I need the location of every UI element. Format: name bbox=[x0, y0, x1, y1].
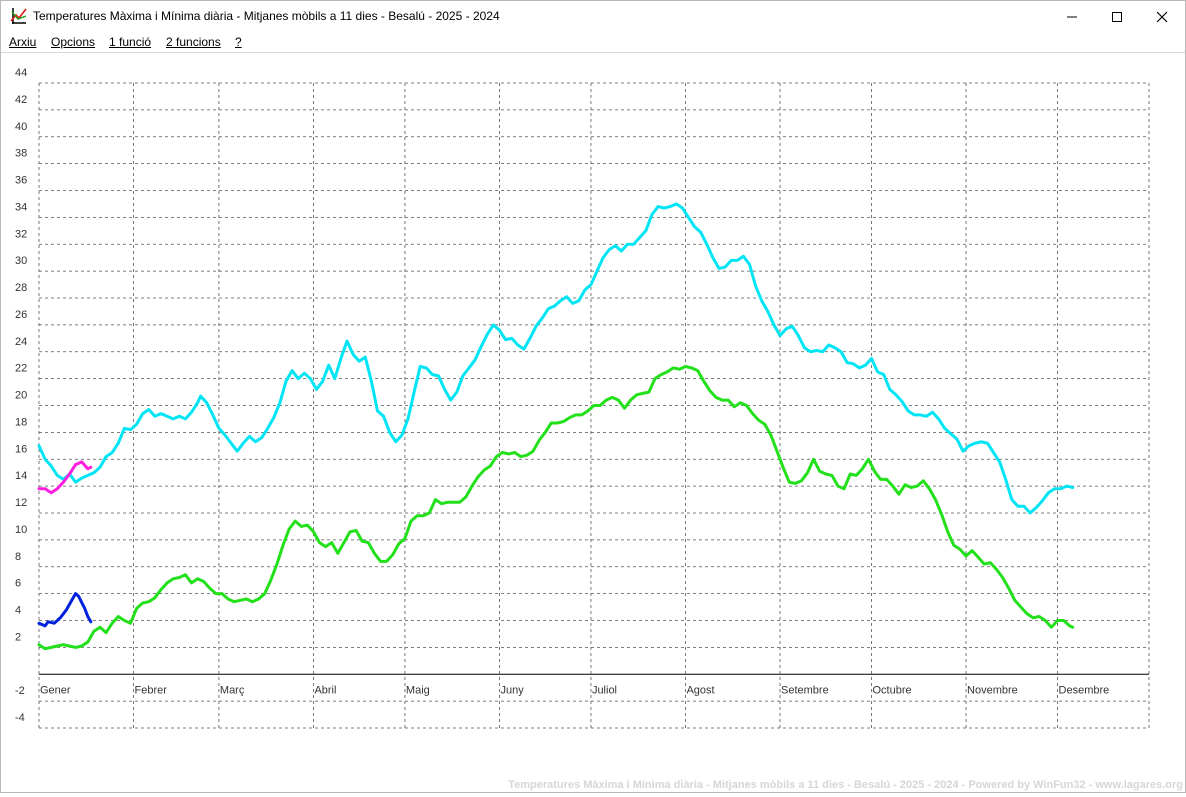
y-tick-label: 22 bbox=[15, 363, 27, 375]
x-tick-label: Novembre bbox=[967, 684, 1018, 696]
y-tick-label: 42 bbox=[15, 94, 27, 106]
footer-caption: Temperatures Màxima i Mínima diària - Mi… bbox=[508, 779, 1183, 791]
y-tick-label: 18 bbox=[15, 416, 27, 428]
y-tick-label: 8 bbox=[15, 551, 21, 563]
x-tick-label: Abril bbox=[314, 684, 336, 696]
close-button[interactable] bbox=[1139, 1, 1185, 32]
temperature-chart: 4442403836343230282624222018161412108642… bbox=[15, 67, 1150, 729]
menu-bar: Arxiu Opcions 1 funció 2 funcions ? bbox=[1, 32, 1185, 53]
menu-help[interactable]: ? bbox=[235, 35, 242, 49]
y-tick-label: 10 bbox=[15, 524, 27, 536]
x-tick-label: Octubre bbox=[873, 684, 912, 696]
y-tick-label: -4 bbox=[15, 712, 25, 724]
minimize-button[interactable] bbox=[1049, 1, 1095, 32]
x-tick-label: Desembre bbox=[1059, 684, 1110, 696]
x-tick-label: Febrer bbox=[135, 684, 168, 696]
y-tick-label: 30 bbox=[15, 255, 27, 267]
menu-1-funcio[interactable]: 1 funció bbox=[109, 35, 152, 49]
menu-arxiu[interactable]: Arxiu bbox=[9, 35, 37, 49]
y-tick-label: 14 bbox=[15, 470, 27, 482]
y-tick-label: 32 bbox=[15, 228, 27, 240]
x-tick-label: Maig bbox=[406, 684, 430, 696]
y-tick-label: 34 bbox=[15, 201, 27, 213]
maximize-icon bbox=[1112, 11, 1122, 22]
y-tick-label: 24 bbox=[15, 336, 27, 348]
y-tick-label: 12 bbox=[15, 497, 27, 509]
window-title: Temperatures Màxima i Mínima diària - Mi… bbox=[33, 9, 500, 23]
graph-icon bbox=[10, 8, 27, 24]
y-tick-label: 16 bbox=[15, 443, 27, 455]
series-line-3 bbox=[37, 592, 93, 628]
minimize-icon bbox=[1067, 16, 1077, 17]
y-tick-label: 38 bbox=[15, 148, 27, 160]
y-tick-label: 28 bbox=[15, 282, 27, 294]
y-tick-label: 4 bbox=[15, 605, 21, 617]
y-tick-label: 20 bbox=[15, 390, 27, 402]
x-tick-label: Juliol bbox=[592, 684, 617, 696]
menu-2-funcions[interactable]: 2 funcions bbox=[166, 35, 221, 49]
x-tick-label: Març bbox=[220, 684, 245, 696]
chart-area: 44 42 40 38 36 34 32 30 28 26 24 22 20 18 16 14 12 10 8 6 4 2… bbox=[1, 53, 1185, 792]
y-tick-label: 36 bbox=[15, 175, 27, 187]
close-icon bbox=[1156, 11, 1168, 22]
x-tick-label: Setembre bbox=[781, 684, 829, 696]
x-tick-label: Gener bbox=[40, 684, 71, 696]
y-tick-label: -2 bbox=[15, 685, 25, 697]
x-tick-label: Agost bbox=[686, 684, 714, 696]
y-tick-label: 2 bbox=[15, 631, 21, 643]
series-line-2 bbox=[37, 365, 1075, 651]
series-line-1 bbox=[37, 460, 93, 495]
y-tick-label: 40 bbox=[15, 121, 27, 133]
y-tick-label: 44 bbox=[15, 67, 27, 79]
y-tick-label: 26 bbox=[15, 309, 27, 321]
series-line-0 bbox=[37, 202, 1075, 515]
maximize-button[interactable] bbox=[1094, 1, 1140, 32]
y-tick-label: 6 bbox=[15, 578, 21, 590]
menu-opcions[interactable]: Opcions bbox=[51, 35, 96, 49]
x-tick-label: Juny bbox=[500, 684, 524, 696]
title-bar[interactable]: Temperatures Màxima i Mínima diària - Mi… bbox=[1, 1, 1185, 32]
